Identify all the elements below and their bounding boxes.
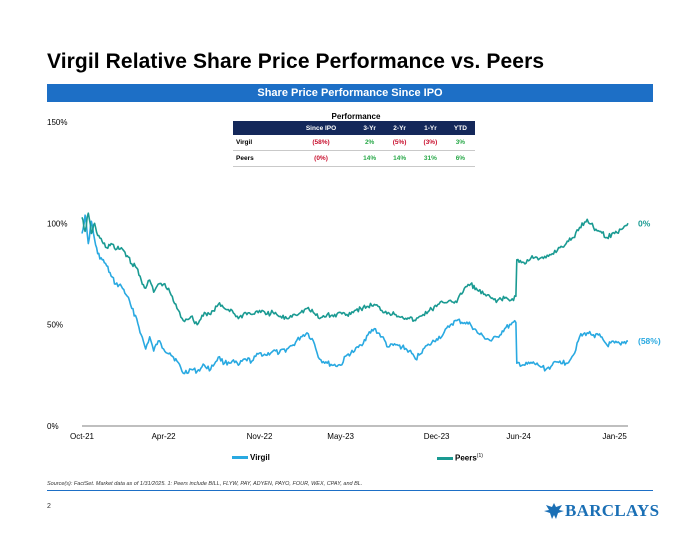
legend-label: Peers [455,453,477,463]
x-tick-label: Jun-24 [506,432,531,441]
legend-label: Virgil [250,453,270,462]
header-cell [233,121,287,135]
x-tick-label: Nov-22 [247,432,273,441]
table-row: Peers (0%) 14% 14% 31% 6% [233,150,475,167]
legend-item-virgil: Virgil [232,453,270,462]
series-end-label: (58%) [638,336,661,346]
performance-header-row: Since IPO 3-Yr 2-Yr 1-Yr YTD [233,121,475,135]
table-cell: 6% [445,150,475,167]
page-title: Virgil Relative Share Price Performance … [47,50,545,73]
section-banner: Share Price Performance Since IPO [47,84,653,102]
table-row: Virgil (58%) 2% (5%) (3%) 3% [233,135,475,151]
performance-table-title: Performance [331,112,381,121]
series-line-peers [81,212,629,326]
table-cell: 3% [445,135,475,151]
performance-table: Since IPO 3-Yr 2-Yr 1-Yr YTD Virgil (58%… [233,121,475,167]
barclays-logo: BARCLAYS [543,501,659,521]
series-line-virgil [81,214,629,375]
y-tick-label: 100% [47,219,67,228]
eagle-icon [544,503,564,519]
header-cell: YTD [445,121,475,135]
y-tick-label: 0% [47,422,59,431]
header-cell: Since IPO [287,121,356,135]
page-number: 2 [47,503,51,510]
y-tick-label: 50% [47,321,63,330]
table-cell: (5%) [384,135,416,151]
y-tick-label: 150% [47,118,67,127]
legend-swatch [437,457,453,461]
table-cell: (3%) [415,135,446,151]
legend-footnote-marker: (1) [476,453,483,459]
source-note: Source(s): FactSet. Market data as of 1/… [47,481,363,487]
legend-swatch [232,456,248,460]
header-cell: 1-Yr [415,121,446,135]
x-tick-label: Dec-23 [424,432,450,441]
header-cell: 2-Yr [384,121,416,135]
row-label: Peers [233,150,287,167]
table-cell: (0%) [287,150,356,167]
x-tick-label: Oct-21 [70,432,95,441]
table-cell: 14% [355,150,385,167]
series-end-label: 0% [638,218,651,228]
logo-text: BARCLAYS [565,501,660,520]
table-cell: (58%) [287,135,356,151]
legend-item-peers: Peers(1) [437,453,483,463]
x-tick-label: Apr-22 [152,432,177,441]
table-cell: 14% [384,150,416,167]
x-tick-label: May-23 [327,432,354,441]
table-cell: 2% [355,135,385,151]
footer-divider [47,490,653,491]
x-tick-label: Jan-25 [602,432,627,441]
table-cell: 31% [415,150,446,167]
header-cell: 3-Yr [355,121,385,135]
row-label: Virgil [233,135,287,151]
